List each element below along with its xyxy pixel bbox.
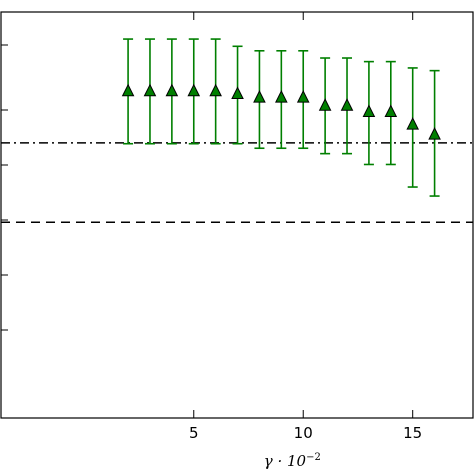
data-point-3 [187, 83, 201, 97]
x-axis-label: γ · 10−2 [264, 452, 321, 470]
x-tick-label-5: 5 [189, 424, 199, 442]
data-point-2 [165, 83, 179, 97]
data-point-11 [362, 104, 376, 118]
x-axis-label-exponent: −2 [306, 452, 321, 463]
data-point-5 [231, 86, 244, 100]
data-point-8 [296, 89, 310, 103]
data-point-1 [143, 83, 157, 97]
data-point-9 [318, 98, 332, 111]
data-point-6 [253, 89, 266, 103]
data-point-4 [209, 83, 222, 97]
plot-frame [0, 11, 474, 419]
data-point-12 [384, 104, 398, 118]
plot-area [0, 11, 474, 419]
x-axis: 5 10 15 [189, 12, 422, 442]
data-point-0 [121, 83, 135, 97]
data-point-13 [406, 117, 420, 130]
x-tick-label-10: 10 [294, 424, 313, 442]
data-point-7 [275, 89, 288, 103]
x-axis-label-base: γ · 10 [264, 452, 307, 470]
x-tick-label-15: 15 [403, 424, 422, 442]
data-point-10 [340, 98, 354, 111]
data-point-14 [428, 126, 441, 140]
